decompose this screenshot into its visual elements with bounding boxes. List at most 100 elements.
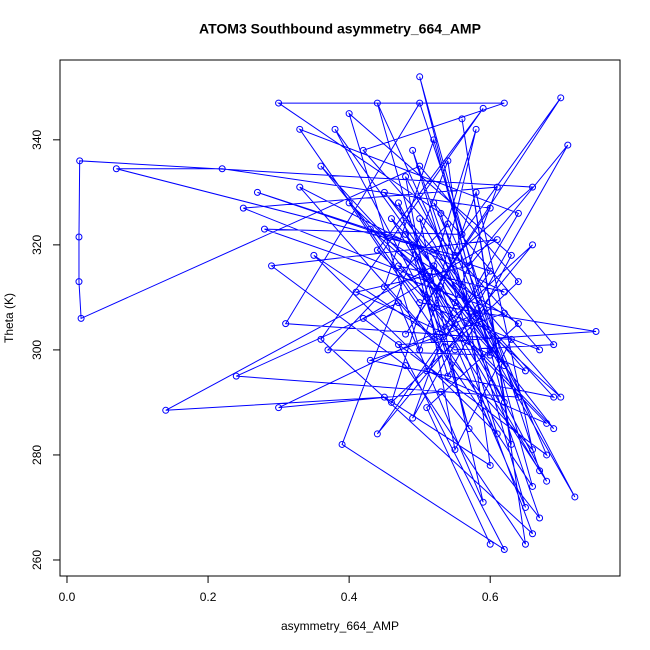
data-point <box>458 230 466 238</box>
data-point <box>550 393 558 401</box>
data-point <box>402 330 410 338</box>
data-point <box>507 335 515 343</box>
data-point <box>75 233 83 241</box>
data-point <box>345 199 353 207</box>
data-point <box>430 136 438 144</box>
data-point <box>514 393 522 401</box>
data-point <box>507 251 515 259</box>
data-point <box>423 272 431 280</box>
data-point <box>275 404 283 412</box>
data-point <box>472 309 480 317</box>
data-point <box>500 398 508 406</box>
data-point <box>472 188 480 196</box>
data-point <box>444 157 452 165</box>
data-point <box>162 406 170 414</box>
data-point <box>416 99 424 107</box>
data-point <box>423 404 431 412</box>
data-point <box>529 482 537 490</box>
data-point <box>500 288 508 296</box>
data-point <box>444 220 452 228</box>
data-point <box>402 230 410 238</box>
data-point <box>521 540 529 548</box>
data-point <box>331 125 339 133</box>
data-point <box>395 299 403 307</box>
y-tick-label: 260 <box>30 550 44 570</box>
data-point <box>373 99 381 107</box>
data-point <box>395 262 403 270</box>
data-point <box>324 346 332 354</box>
data-point <box>338 440 346 448</box>
data-point <box>550 341 558 349</box>
data-point <box>571 493 579 501</box>
data-point <box>430 262 438 270</box>
data-point <box>239 204 247 212</box>
data-point <box>529 446 537 454</box>
data-point <box>430 304 438 312</box>
data-point <box>395 199 403 207</box>
x-tick-label: 0.2 <box>200 590 217 604</box>
data-point <box>472 125 480 133</box>
data-point <box>317 335 325 343</box>
y-tick-label: 320 <box>30 235 44 255</box>
data-point <box>75 278 83 286</box>
data-point <box>268 262 276 270</box>
data-point <box>366 225 374 233</box>
data-point <box>493 430 501 438</box>
data-point <box>260 225 268 233</box>
data-point <box>465 262 473 270</box>
data-point <box>76 157 84 165</box>
data-point <box>451 251 459 259</box>
data-point <box>592 328 600 336</box>
data-point <box>550 425 558 433</box>
data-point <box>380 393 388 401</box>
data-point <box>500 362 508 370</box>
data-point <box>536 467 544 475</box>
data-point <box>451 320 459 328</box>
data-point <box>416 73 424 81</box>
data-point <box>423 293 431 301</box>
data-point <box>218 165 226 173</box>
data-point <box>458 115 466 123</box>
data-point <box>409 241 417 249</box>
x-tick-label: 0.0 <box>59 590 76 604</box>
x-tick-label: 0.4 <box>341 590 358 604</box>
data-point <box>543 451 551 459</box>
data-point <box>536 346 544 354</box>
data-point <box>486 346 494 354</box>
data-point <box>486 204 494 212</box>
data-point <box>416 215 424 223</box>
data-point <box>282 320 290 328</box>
data-point <box>380 188 388 196</box>
data-point <box>479 104 487 112</box>
y-tick-label: 280 <box>30 445 44 465</box>
data-point <box>423 367 431 375</box>
data-point <box>493 183 501 191</box>
y-axis-label: Theta (K) <box>2 293 16 343</box>
data-point <box>402 173 410 181</box>
data-point <box>430 246 438 254</box>
data-point <box>296 183 304 191</box>
data-point <box>373 246 381 254</box>
data-point <box>395 341 403 349</box>
plot-frame <box>59 59 621 577</box>
data-point <box>112 165 120 173</box>
data-point <box>543 477 551 485</box>
data-point <box>253 188 261 196</box>
data-point <box>479 498 487 506</box>
data-point <box>359 314 367 322</box>
data-point <box>352 288 360 296</box>
data-point <box>529 183 537 191</box>
y-tick-label: 300 <box>30 340 44 360</box>
data-point <box>430 335 438 343</box>
data-point <box>557 393 565 401</box>
data-point <box>430 199 438 207</box>
data-point <box>543 419 551 427</box>
data-point <box>451 446 459 454</box>
data-point <box>486 540 494 548</box>
data-point <box>486 461 494 469</box>
data-point <box>486 351 494 359</box>
data-point <box>402 362 410 370</box>
data-point <box>465 425 473 433</box>
data-point <box>521 367 529 375</box>
